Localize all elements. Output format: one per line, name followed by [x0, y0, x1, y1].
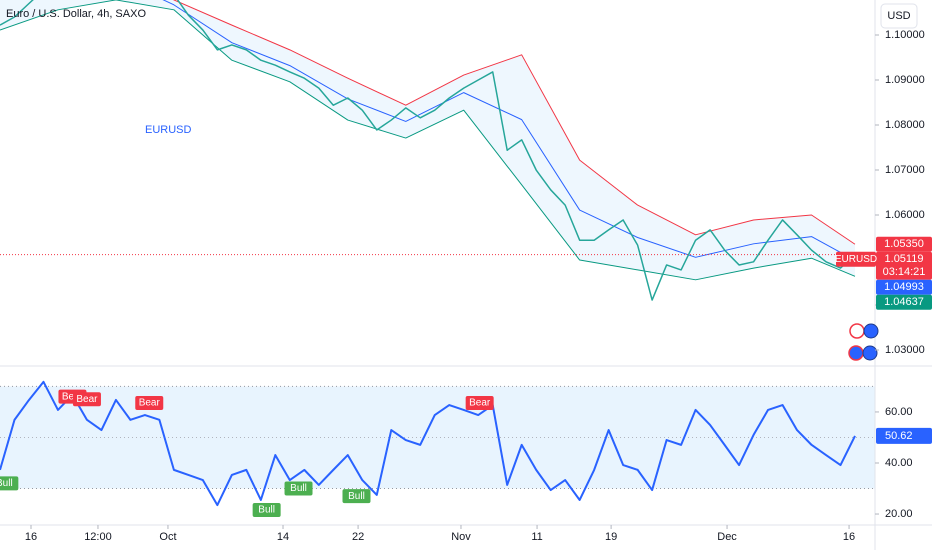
y-tick-label: 1.07000 [885, 164, 925, 176]
x-tick-label: 16 [843, 531, 855, 543]
x-tick-label: Oct [159, 531, 176, 543]
price-axis-label: 1.05350 [876, 236, 932, 252]
band-line [162, 0, 856, 261]
price-axis-label-text: 1.04993 [884, 281, 924, 293]
price-pane [0, 0, 875, 301]
price-axis-label-bg [876, 279, 932, 295]
band-line [0, 0, 856, 281]
symbol-tag: EURUSD [835, 254, 877, 265]
signal-bg [252, 502, 281, 517]
price-axis-label-text: 1.04637 [884, 296, 924, 308]
signal-text: Bear [62, 391, 84, 402]
rsi-line [0, 380, 856, 507]
signal-text: Bull [348, 491, 365, 502]
signal-text: Bull [258, 505, 275, 516]
y-tick-label: 1.06000 [885, 209, 925, 221]
x-tick-label: Nov [451, 531, 471, 543]
price-axis-label-text: 1.05119 [885, 253, 924, 265]
rsi-value-label: 50.62 [885, 430, 913, 442]
signal-text: Bull [0, 478, 13, 489]
signal-label: Bull [342, 489, 371, 504]
price-axis-label-bg [876, 294, 932, 310]
currency-button[interactable] [880, 3, 918, 29]
signal-label: Bull [284, 481, 313, 496]
rsi-pane [0, 380, 875, 507]
x-tick-label: 22 [352, 531, 364, 543]
signal-bg [284, 481, 313, 496]
price-axis-label-bg [876, 236, 932, 252]
y-tick-label: 40.00 [885, 457, 913, 469]
signal-bg [465, 396, 494, 411]
y-tick-label: 60.00 [885, 406, 913, 418]
signal-text: Bull [290, 483, 307, 494]
x-tick-label: 14 [277, 531, 289, 543]
y-tick-label: 1.03000 [885, 344, 925, 356]
currency-label[interactable]: USD [887, 10, 910, 22]
signal-label: Bear [465, 396, 494, 411]
price-line [0, 0, 856, 301]
y-tick-label: 1.09000 [885, 74, 925, 86]
signal-label: Bear [72, 392, 101, 407]
x-tick-label: 12:00 [84, 531, 112, 543]
chart-title: Euro / U.S. Dollar, 4h, SAXO [6, 8, 146, 20]
signal-bg [342, 489, 371, 504]
band-fill [0, 0, 855, 280]
signal-text: Bear [139, 398, 161, 409]
signal-bg [135, 396, 164, 411]
signal-bg [72, 392, 101, 407]
x-tick-label: 11 [531, 531, 542, 543]
indicator-icons [848, 323, 879, 361]
x-tick-label: 16 [25, 531, 37, 543]
price-axis-label-bg [876, 251, 932, 280]
y-tick-label: 1.08000 [885, 119, 925, 131]
signal-label: Bear [135, 396, 164, 411]
y-tick-label: 1.10000 [885, 29, 925, 41]
countdown-label: 03:14:21 [883, 266, 926, 278]
signal-label: Bull [252, 502, 281, 517]
x-tick-label: Dec [717, 531, 737, 543]
rsi-value-bg [876, 427, 932, 444]
band-line [173, 0, 856, 245]
rsi-band-fill [0, 386, 875, 489]
price-axis-label: 1.04993 [876, 279, 932, 295]
price-axis-label-text: 1.05350 [884, 238, 924, 250]
x-tick-label: 19 [605, 531, 617, 543]
y-tick-label: 20.00 [885, 508, 913, 520]
signal-label: Bull [0, 476, 19, 491]
signal-text: Bear [76, 394, 98, 405]
signal-bg [0, 476, 19, 491]
price-axis-label: 1.04637 [876, 294, 932, 310]
symbol-annotation: EURUSD [145, 124, 192, 136]
symbol-tag-bg [836, 251, 876, 267]
signal-text: Bear [469, 398, 491, 409]
